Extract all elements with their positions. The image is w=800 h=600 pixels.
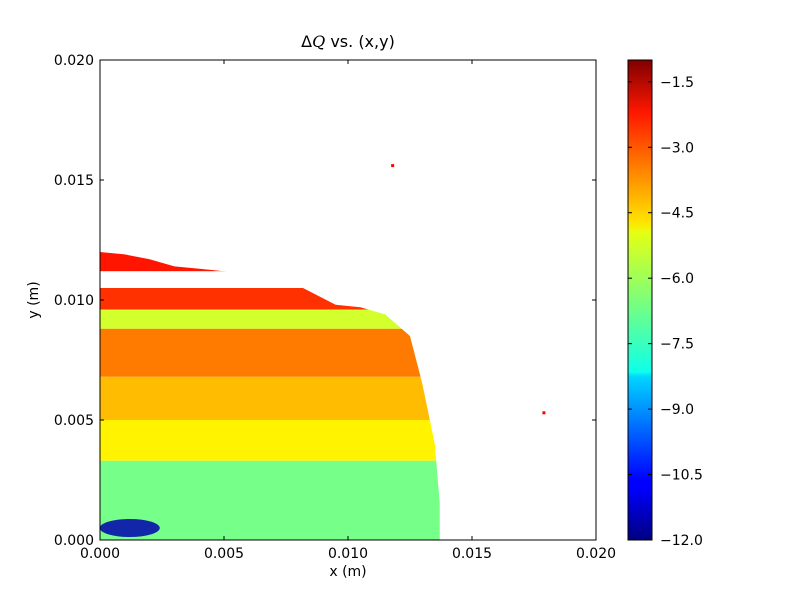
colorbar-tick-label: −12.0 <box>660 533 703 549</box>
heatmap-band-4 <box>100 376 440 420</box>
colorbar-tick-label: −6.0 <box>660 271 694 287</box>
heatmap-minimum-spot <box>100 519 160 537</box>
y-tick-label: 0.015 <box>54 173 94 189</box>
colorbar-ticks: −12.0 −10.5 −9.0 −7.5 −6.0 −4.5 −3.0 −1.5 <box>628 75 703 549</box>
heatmap-band-5 <box>100 420 440 461</box>
colorbar-tick-label: −3.0 <box>660 140 694 156</box>
x-axis-label: x (m) <box>329 564 366 580</box>
x-tick-label: 0.000 <box>80 546 120 562</box>
outlier-point-1 <box>542 411 546 415</box>
y-tick-label: 0.000 <box>54 533 94 549</box>
y-axis-ticks: 0.000 0.005 0.010 0.015 0.020 <box>54 53 596 549</box>
outlier-point-0 <box>391 164 395 168</box>
chart-title: ΔQ vs. (x,y) <box>301 32 395 51</box>
heatmap-region <box>100 252 440 540</box>
x-tick-label: 0.020 <box>576 546 616 562</box>
heatmap-layer <box>100 252 440 540</box>
colorbar-tick-label: −1.5 <box>660 75 694 91</box>
heatmap-band-3 <box>100 328 440 377</box>
heatmap-band-2 <box>100 309 440 329</box>
y-tick-label: 0.010 <box>54 293 94 309</box>
colorbar-tick-label: −4.5 <box>660 206 694 222</box>
x-tick-label: 0.010 <box>328 546 368 562</box>
y-tick-label: 0.005 <box>54 413 94 429</box>
y-axis-label: y (m) <box>26 281 42 318</box>
colorbar-tick-label: −7.5 <box>660 337 694 353</box>
colorbar <box>627 59 653 541</box>
x-axis-ticks: 0.000 0.005 0.010 0.015 0.020 <box>80 60 616 562</box>
x-tick-label: 0.005 <box>204 546 244 562</box>
x-tick-label: 0.015 <box>452 546 492 562</box>
colorbar-tick-label: −9.0 <box>660 402 694 418</box>
outlier-points <box>391 164 546 415</box>
colorbar-tick-label: −10.5 <box>660 468 703 484</box>
y-tick-label: 0.020 <box>54 53 94 69</box>
